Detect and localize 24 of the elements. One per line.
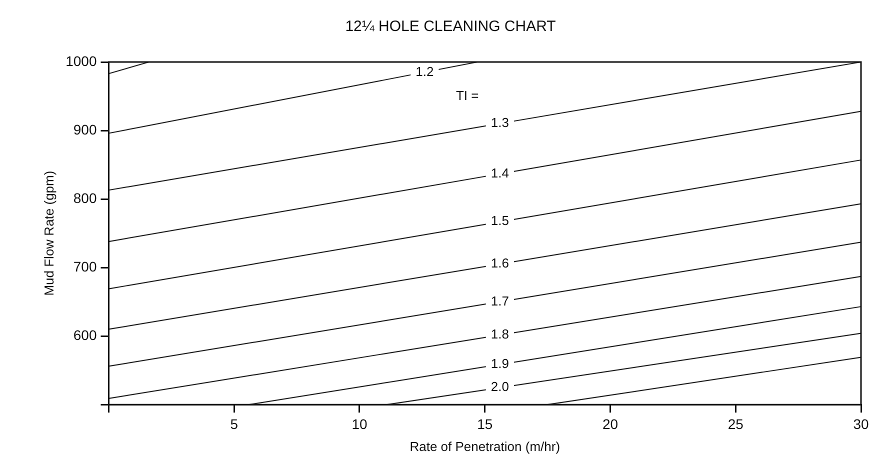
annotation: 1.2 xyxy=(416,64,434,79)
annotation: 1.8 xyxy=(490,326,509,342)
annotation: TI = xyxy=(456,88,479,103)
annotation: 1.5 xyxy=(490,213,509,228)
x-tick-label: 30 xyxy=(853,416,869,432)
annotation: 1.3 xyxy=(490,115,509,130)
y-tick-label: 1000 xyxy=(66,52,97,69)
annotation: 1.6 xyxy=(490,256,509,271)
x-tick-label: 15 xyxy=(477,416,493,432)
annotation: 1.4 xyxy=(490,165,509,180)
annotation: 1.9 xyxy=(490,356,509,371)
annotation: 2.0 xyxy=(490,379,509,394)
annotation: 1.7 xyxy=(490,293,509,308)
y-tick-label: 700 xyxy=(73,258,97,274)
x-tick-label: 5 xyxy=(230,416,238,432)
x-tick-label: 10 xyxy=(352,416,368,432)
y-tick-label: 800 xyxy=(73,190,97,206)
x-tick-label: 20 xyxy=(602,416,618,432)
y-axis-title: Mud Flow Rate (gpm) xyxy=(41,170,56,296)
y-tick-label: 900 xyxy=(73,121,97,138)
x-axis-title: Rate of Penetration (m/hr) xyxy=(410,438,560,454)
y-tick-label: 600 xyxy=(73,326,97,343)
chart-title: 12¼ HOLE CLEANING CHART xyxy=(345,18,556,36)
x-tick-label: 25 xyxy=(728,416,744,432)
